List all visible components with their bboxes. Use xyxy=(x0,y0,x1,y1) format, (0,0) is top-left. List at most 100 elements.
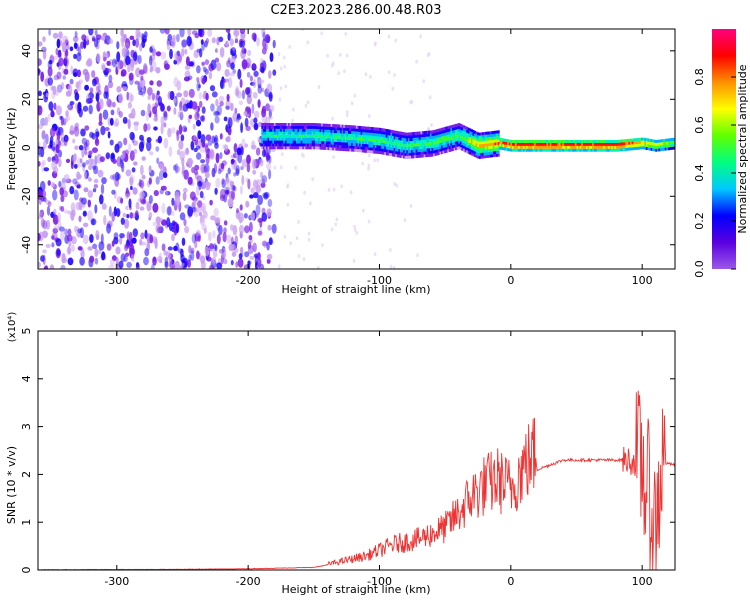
spectrogram-noise-cell xyxy=(55,144,60,154)
spectrogram-noise-cell xyxy=(94,128,100,139)
spectrogram-ridge-cell xyxy=(554,148,557,152)
spectrogram-noise-cell xyxy=(252,242,257,253)
spectrogram-noise-cell xyxy=(179,101,183,111)
spectrogram-ridge-cell xyxy=(272,140,275,144)
spectrogram-noise-cell xyxy=(116,60,120,71)
spectrogram-ridge-cell xyxy=(310,146,313,150)
spectrogram-noise-cell xyxy=(78,145,84,151)
spectrogram-ridge-cell xyxy=(453,133,456,137)
snr-y-tick-label: 4 xyxy=(20,375,33,382)
spectrogram-ridge-cell xyxy=(478,153,481,156)
spectrogram-ridge-cell xyxy=(382,131,385,135)
spectrogram-ridge-cell xyxy=(370,147,372,151)
spectrogram-noise-cell xyxy=(83,143,87,151)
spectrogram-noise-cell xyxy=(237,113,241,118)
spectrogram-ridge-cell xyxy=(381,142,384,146)
spectrogram-noise-cell xyxy=(152,106,158,115)
spectrogram-ridge-cell xyxy=(493,142,495,146)
spectrogram-ridge-cell xyxy=(343,124,346,128)
spectrogram-ridge-cell xyxy=(379,151,382,155)
spectrogram-noise-cell xyxy=(173,97,177,104)
spectrogram-noise-cell xyxy=(183,187,188,193)
spectrogram-noise-cell xyxy=(76,184,81,189)
spectrogram-noise-cell xyxy=(204,59,210,65)
spectrogram-noise-cell xyxy=(271,223,277,234)
spectrogram-noise-cell xyxy=(284,84,288,89)
spectrogram-ridge-cell xyxy=(663,141,666,145)
spectrogram-noise-cell xyxy=(108,74,113,83)
spectrogram-ridge-cell xyxy=(318,143,320,147)
spectrogram-noise-cell xyxy=(337,71,341,76)
spectrogram-ridge-cell xyxy=(606,148,609,152)
spectrogram-ridge-cell xyxy=(647,144,650,148)
spectrogram-ridge-cell xyxy=(281,125,284,129)
spectrogram-noise-cell xyxy=(231,251,237,257)
spectrogram-noise-cell xyxy=(199,115,205,122)
spectrogram-ridge-cell xyxy=(349,136,352,140)
spectrogram-noise-cell xyxy=(394,38,398,43)
spectrogram-ridge-cell xyxy=(483,140,486,144)
spectrogram-ridge-cell xyxy=(379,142,382,146)
spectrogram-noise-cell xyxy=(149,55,153,66)
spectrogram-ridge-cell xyxy=(335,136,338,139)
spectrogram-ridge-cell xyxy=(532,140,535,143)
spectrogram-ridge-cell xyxy=(493,133,495,137)
spectrogram-ridge-cell xyxy=(313,140,316,144)
spectrogram-ridge-cell xyxy=(291,140,294,144)
spectrogram-ridge-cell xyxy=(261,140,264,144)
spectrogram-ridge-cell xyxy=(645,147,648,150)
spectrogram-ridge-cell xyxy=(346,142,349,146)
spectrogram-ridge-cell xyxy=(349,133,352,137)
spectrogram-ridge-cell xyxy=(357,131,360,135)
spectrogram-ridge-cell xyxy=(527,140,530,143)
spectrogram-ridge-cell xyxy=(485,146,488,150)
spectrogram-ridge-cell xyxy=(426,130,429,134)
spectrogram-noise-cell xyxy=(129,150,135,161)
spectrogram-noise-cell xyxy=(176,130,180,142)
spectrogram-ridge-cell xyxy=(461,133,464,137)
spectrogram-noise-cell xyxy=(241,159,248,168)
spectrogram-ridge-cell xyxy=(463,128,465,132)
spectrogram-ridge-cell xyxy=(355,143,358,147)
spectrogram-noise-cell xyxy=(129,212,133,219)
spectrogram-ridge-cell xyxy=(277,128,279,132)
spectrogram-noise-cell xyxy=(374,41,377,45)
spectrogram-ridge-cell xyxy=(486,134,489,138)
spectrogram-noise-cell xyxy=(161,202,166,214)
spectrogram-ridge-cell xyxy=(403,138,406,141)
spectrogram-noise-cell xyxy=(69,78,74,85)
spectrogram-ridge-cell xyxy=(404,152,407,156)
spectrogram-ridge-cell xyxy=(261,143,264,147)
spectrogram-noise-cell xyxy=(74,92,80,101)
spectrogram-noise-cell xyxy=(196,65,201,74)
spectrogram-noise-cell xyxy=(234,248,239,253)
spectrogram-noise-cell xyxy=(79,256,85,266)
spectrogram-ridge-cell xyxy=(478,135,481,139)
spectrogram-ridge-cell xyxy=(634,144,637,148)
spectrogram-ridge-cell xyxy=(638,146,640,150)
spectrogram-ridge-cell xyxy=(296,143,298,147)
spectrogram-noise-cell xyxy=(73,163,78,169)
spectrogram-ridge-cell xyxy=(363,132,366,136)
spectrogram-ridge-cell xyxy=(601,142,604,146)
spectrogram-noise-cell xyxy=(125,252,130,257)
spectrogram-noise-cell xyxy=(289,241,293,246)
spectrogram-ridge-cell xyxy=(426,151,429,155)
spectrogram-noise-cell xyxy=(77,183,82,189)
spectrogram-ridge-cell xyxy=(329,132,331,136)
spectrogram-ridge-cell xyxy=(338,136,341,140)
spectrogram-ridge-cell xyxy=(486,137,489,141)
spectrogram-ridge-cell xyxy=(355,134,358,138)
spectrogram-ridge-cell xyxy=(292,146,295,150)
spectrogram-noise-cell xyxy=(306,40,310,45)
spectrogram-ridge-cell xyxy=(351,131,354,135)
spectrogram-ridge-cell xyxy=(308,125,311,129)
spectrogram-noise-cell xyxy=(163,172,168,179)
spectrogram-ridge-cell xyxy=(423,131,426,135)
spectrogram-noise-cell xyxy=(251,32,257,41)
spectrogram-ridge-cell xyxy=(494,148,497,152)
spectrogram-noise-cell xyxy=(213,137,218,143)
spectrogram-ridge-cell xyxy=(318,137,320,141)
spectrogram-ridge-cell xyxy=(322,132,325,136)
spectrogram-ridge-cell xyxy=(396,154,399,158)
